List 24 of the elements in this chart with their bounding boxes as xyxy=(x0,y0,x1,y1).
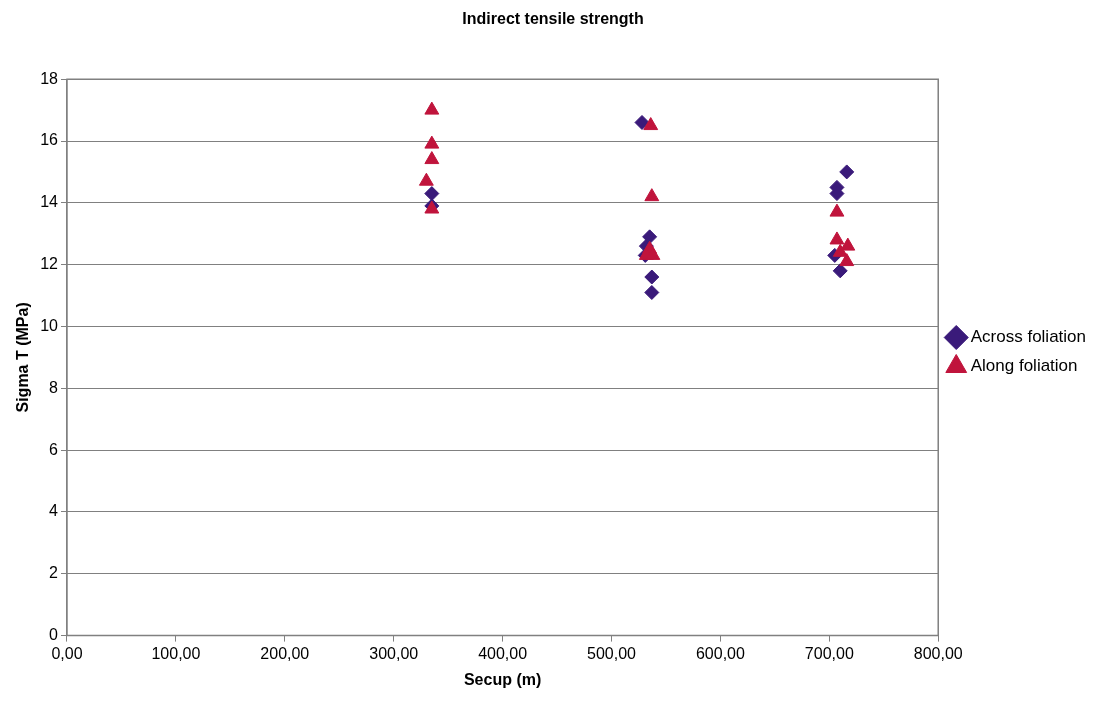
x-axis-title: Secup (m) xyxy=(463,670,542,688)
y-tick-label: 18 xyxy=(40,69,59,87)
y-tick-label: 12 xyxy=(40,255,59,273)
y-tick-label: 14 xyxy=(40,193,59,211)
x-tick-label: 800,00 xyxy=(913,644,963,662)
x-tick-label: 600,00 xyxy=(695,644,745,662)
legend-label: Along foliation xyxy=(970,356,1078,376)
x-tick-label: 200,00 xyxy=(260,644,310,662)
legend-label: Across foliation xyxy=(970,327,1087,347)
x-tick-label: 100,00 xyxy=(151,644,201,662)
y-tick-label: 4 xyxy=(49,502,59,520)
x-tick-label: 300,00 xyxy=(369,644,419,662)
x-tick-label: 700,00 xyxy=(804,644,854,662)
y-tick-label: 6 xyxy=(49,440,59,458)
y-tick-label: 16 xyxy=(40,131,59,149)
y-tick-label: 2 xyxy=(49,564,59,582)
y-tick-label: 8 xyxy=(49,378,59,396)
y-tick-label: 10 xyxy=(40,316,59,334)
x-tick-label: 0,00 xyxy=(51,644,83,662)
chart-title: Indirect tensile strength xyxy=(462,10,644,28)
y-axis-title: Sigma T (MPa) xyxy=(14,302,32,413)
y-tick-label: 0 xyxy=(49,626,59,644)
x-tick-label: 500,00 xyxy=(587,644,637,662)
x-tick-label: 400,00 xyxy=(478,644,528,662)
